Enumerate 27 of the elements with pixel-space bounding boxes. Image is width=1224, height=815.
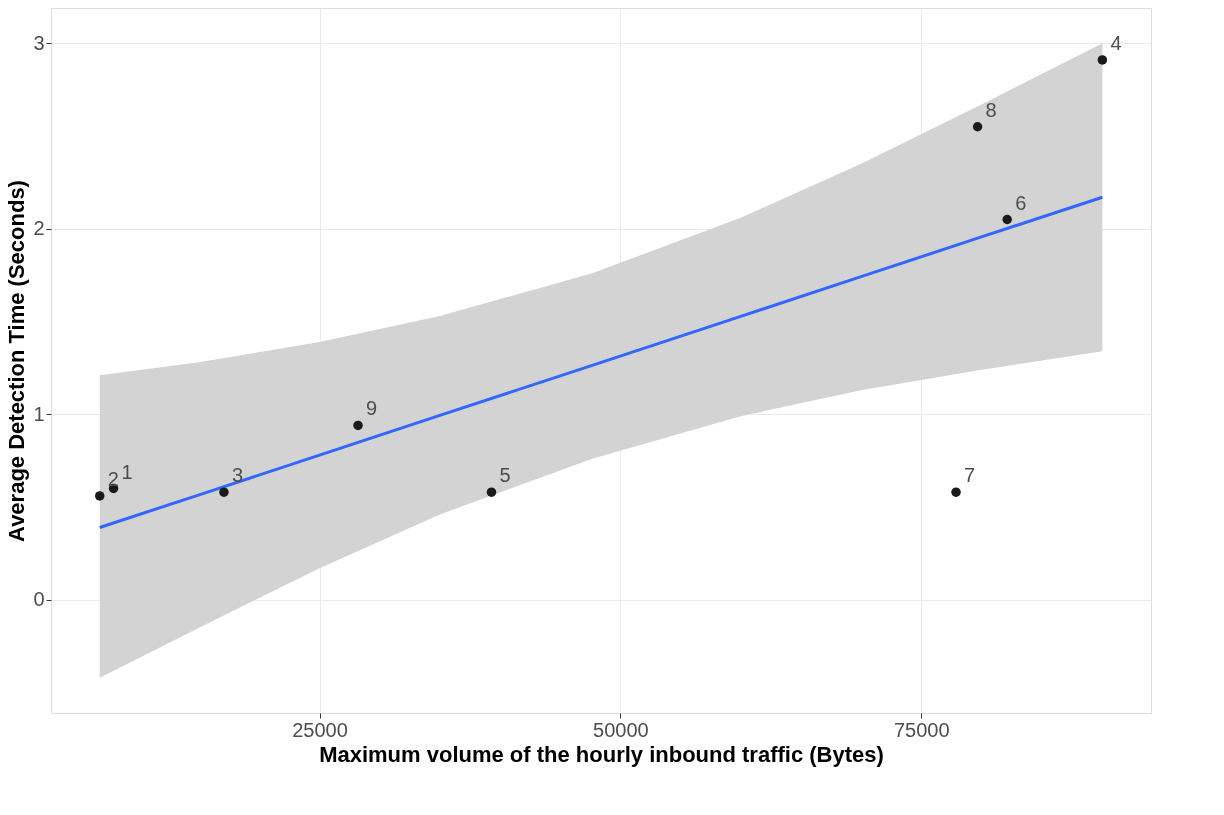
point <box>951 487 961 497</box>
point <box>219 487 229 497</box>
annotation: 8 <box>985 98 997 121</box>
point <box>95 491 105 501</box>
point <box>353 420 363 431</box>
y-tick-label: 2 <box>33 217 45 240</box>
annotation: 9 <box>366 397 378 420</box>
line-series <box>98 195 1104 529</box>
point <box>486 487 497 497</box>
point <box>1002 214 1012 225</box>
annotation: 3 <box>231 464 244 487</box>
point <box>972 122 983 132</box>
annotation: 7 <box>964 464 976 487</box>
x-tick-label: 25000 <box>292 718 348 741</box>
y-tick-label: 3 <box>33 31 45 54</box>
annotation: 6 <box>1015 191 1027 214</box>
annotation: 4 <box>1110 31 1122 54</box>
x-axis-title: Maximum volume of the hourly inbound traffic (Bytes) <box>319 741 884 767</box>
annotation: 2 <box>107 467 119 490</box>
x-tick-label: 75000 <box>893 718 950 741</box>
annotation: 5 <box>499 464 511 487</box>
annotation: 1 <box>121 460 133 483</box>
y-tick-label: 0 <box>33 588 45 611</box>
y-tick-label: 1 <box>33 402 45 425</box>
y-axis-title: Average Detection Time (Seconds) <box>4 180 30 542</box>
point <box>1097 55 1108 65</box>
x-tick-label: 50000 <box>593 718 649 741</box>
